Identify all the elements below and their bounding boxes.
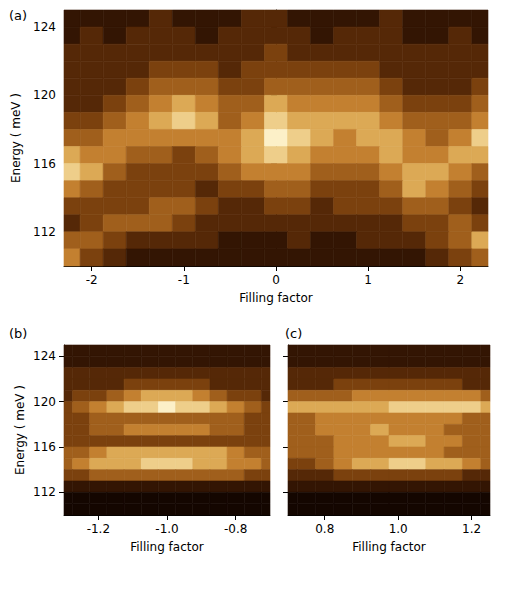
svg-text:120: 120 xyxy=(33,88,56,102)
svg-text:Filling factor: Filling factor xyxy=(130,540,204,554)
svg-text:120: 120 xyxy=(33,395,56,409)
svg-text:Energy ( meV ): Energy ( meV ) xyxy=(13,385,27,475)
svg-text:112: 112 xyxy=(33,485,56,499)
svg-text:(b): (b) xyxy=(9,326,27,341)
svg-text:Energy ( meV ): Energy ( meV ) xyxy=(9,93,23,183)
svg-text:2: 2 xyxy=(457,273,465,287)
svg-text:124: 124 xyxy=(33,20,56,34)
svg-text:(a): (a) xyxy=(9,8,27,23)
svg-text:(c): (c) xyxy=(285,326,302,341)
svg-text:-1.0: -1.0 xyxy=(155,522,178,536)
svg-text:-2: -2 xyxy=(86,273,98,287)
svg-text:1.0: 1.0 xyxy=(389,522,408,536)
svg-text:-1: -1 xyxy=(178,273,190,287)
svg-text:1.2: 1.2 xyxy=(462,522,481,536)
svg-text:0: 0 xyxy=(272,273,280,287)
svg-text:1: 1 xyxy=(364,273,372,287)
svg-text:116: 116 xyxy=(33,440,56,454)
svg-text:Filling factor: Filling factor xyxy=(239,291,313,305)
svg-text:-1.2: -1.2 xyxy=(87,522,110,536)
svg-text:-0.8: -0.8 xyxy=(224,522,247,536)
svg-text:116: 116 xyxy=(33,157,56,171)
svg-text:0.8: 0.8 xyxy=(315,522,334,536)
svg-text:124: 124 xyxy=(33,349,56,363)
svg-text:112: 112 xyxy=(33,225,56,239)
svg-text:Filling factor: Filling factor xyxy=(352,540,426,554)
